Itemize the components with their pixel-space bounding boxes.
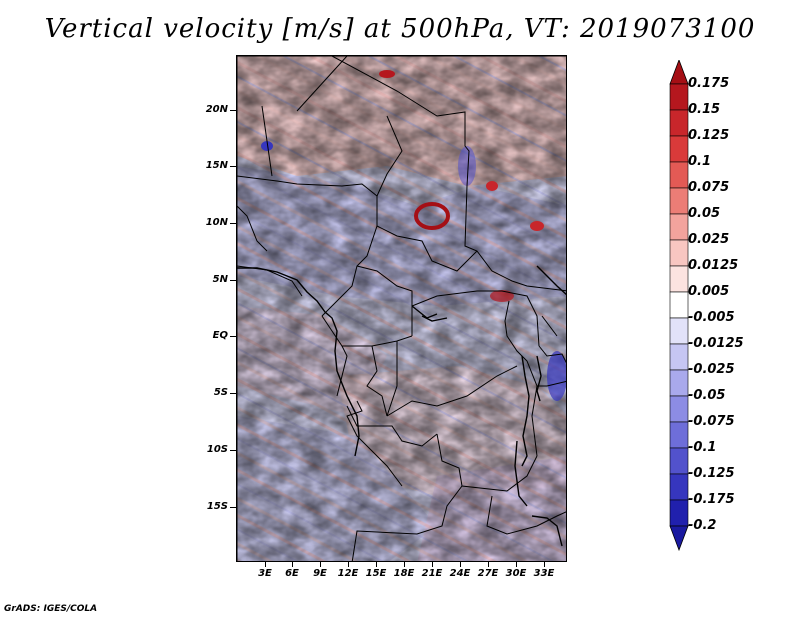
lon-label: 12E (337, 568, 359, 579)
lon-tick (460, 562, 461, 567)
lat-tick (230, 166, 236, 167)
lon-label: 30E (505, 568, 527, 579)
lat-tick (230, 450, 236, 451)
colorbar-segment (669, 473, 689, 501)
lat-tick (230, 280, 236, 281)
lon-tick (544, 562, 545, 567)
colorbar-segment (669, 213, 689, 241)
colorbar-label: -0.025 (688, 362, 735, 377)
colorbar-segment (669, 317, 689, 345)
colorbar-label: -0.005 (688, 310, 735, 325)
colorbar-label: 0.075 (688, 180, 730, 195)
colorbar-label: -0.1 (688, 440, 717, 455)
colorbar-segment (669, 135, 689, 163)
lon-tick (376, 562, 377, 567)
colorbar-segment (669, 291, 689, 319)
lat-label: 10S (206, 444, 228, 455)
lon-tick (320, 562, 321, 567)
lon-tick (432, 562, 433, 567)
lat-tick (230, 507, 236, 508)
colorbar-segment (669, 161, 689, 189)
lon-tick (404, 562, 405, 567)
colorbar-segment (669, 447, 689, 475)
lon-label: 9E (313, 568, 327, 579)
colorbar-label: 0.05 (688, 206, 721, 221)
lon-tick (348, 562, 349, 567)
country-borders (237, 56, 566, 561)
lon-label: 15E (365, 568, 387, 579)
map-panel (236, 55, 567, 562)
lat-label: 10N (205, 217, 228, 228)
lat-label: 15S (206, 501, 228, 512)
lat-tick (230, 223, 236, 224)
lon-tick (488, 562, 489, 567)
lon-label: 21E (421, 568, 443, 579)
lon-label: 18E (393, 568, 415, 579)
colorbar-label: 0.025 (688, 232, 730, 247)
colorbar-segment (669, 83, 689, 111)
lat-label: 15N (205, 160, 228, 171)
colorbar-label: 0.125 (688, 128, 730, 143)
chart-title: Vertical velocity [m/s] at 500hPa, VT: 2… (44, 14, 756, 44)
lon-label: 6E (285, 568, 299, 579)
lon-label: 3E (258, 568, 272, 579)
colorbar-label: 0.175 (688, 76, 730, 91)
colorbar-label: -0.0125 (688, 336, 744, 351)
colorbar-segment (669, 369, 689, 397)
colorbar-label: 0.0125 (688, 258, 739, 273)
colorbar-label: -0.175 (688, 492, 735, 507)
lat-label: EQ (212, 330, 228, 341)
colorbar-segment (669, 343, 689, 371)
lat-label: 5N (212, 274, 228, 285)
colorbar-label: 0.1 (688, 154, 712, 169)
colorbar-label: -0.2 (688, 518, 717, 533)
colorbar-segment (669, 265, 689, 293)
lat-label: 20N (205, 104, 228, 115)
colorbar-segment (669, 499, 689, 527)
lon-tick (265, 562, 266, 567)
lat-tick (230, 393, 236, 394)
lat-tick (230, 336, 236, 337)
grads-credit: GrADS: IGES/COLA (4, 604, 98, 614)
colorbar-top-arrow (669, 60, 689, 85)
colorbar-segment (669, 421, 689, 449)
lon-tick (516, 562, 517, 567)
lat-label: 5S (213, 387, 228, 398)
lon-label: 33E (533, 568, 555, 579)
colorbar-bottom-arrow (669, 525, 689, 552)
colorbar-label: -0.125 (688, 466, 735, 481)
vertical-velocity-field (237, 56, 566, 561)
colorbar-segment (669, 395, 689, 423)
colorbar-label: -0.05 (688, 388, 726, 403)
colorbar-segment (669, 109, 689, 137)
coastlines (237, 265, 566, 547)
colorbar-label: 0.15 (688, 102, 721, 117)
colorbar-segment (669, 239, 689, 267)
convective-cells (261, 70, 566, 401)
lat-tick (230, 110, 236, 111)
colorbar-label: -0.075 (688, 414, 735, 429)
lon-label: 27E (477, 568, 499, 579)
colorbar (669, 60, 689, 552)
lon-label: 24E (449, 568, 471, 579)
colorbar-segment (669, 187, 689, 215)
lon-tick (292, 562, 293, 567)
colorbar-label: 0.005 (688, 284, 730, 299)
